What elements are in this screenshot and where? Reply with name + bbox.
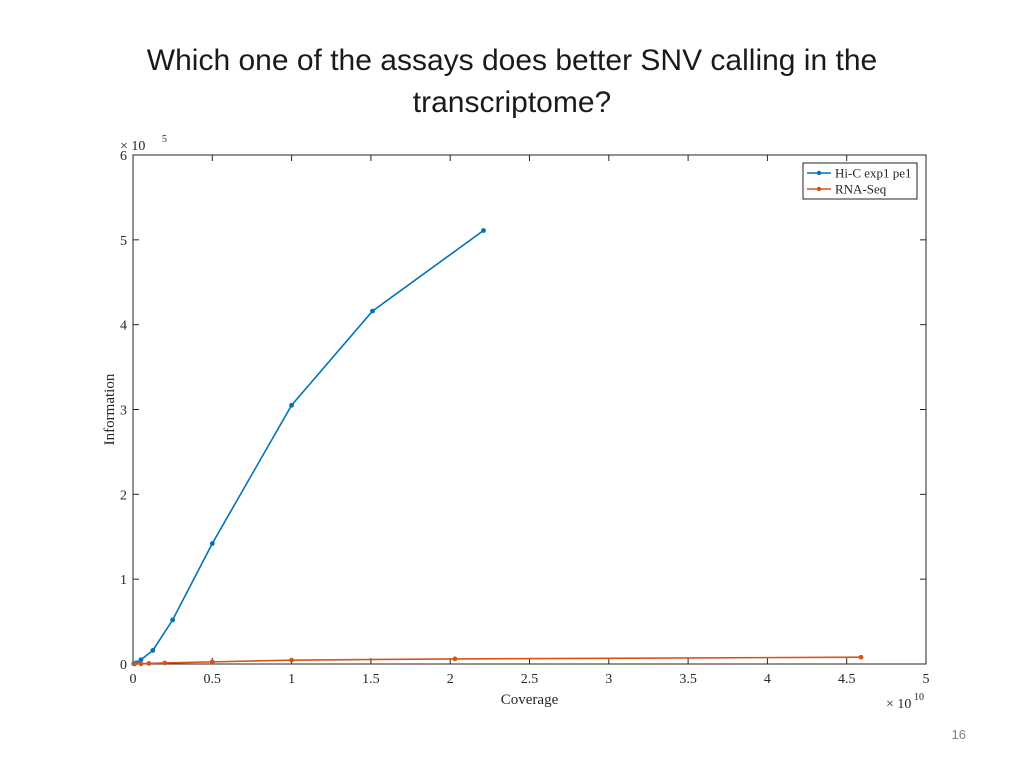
x-tick-label: 3.5: [679, 672, 697, 687]
data-point: [146, 661, 152, 666]
x-tick-label: 0.5: [204, 672, 222, 687]
x-tick-label: 0: [130, 672, 137, 687]
y-tick-label: 3: [120, 404, 127, 419]
x-axis-label: Coverage: [501, 692, 559, 708]
y-tick-label: 0: [120, 658, 127, 673]
slide-title-line-1: Which one of the assays does better SNV …: [146, 44, 878, 77]
slide-title: Which one of the assays does better SNV …: [0, 40, 1024, 124]
legend-entry: RNA-Seq: [835, 182, 887, 197]
data-point: [481, 228, 486, 233]
slide-title-line-2: transcriptome?: [412, 86, 612, 119]
data-point: [289, 402, 294, 408]
data-point: [170, 617, 176, 623]
data-point: [162, 660, 168, 666]
y-tick-label: 4: [120, 319, 127, 334]
data-point: [858, 654, 864, 660]
y-tick-label: 5: [120, 234, 127, 249]
legend-swatch-marker: [816, 186, 822, 192]
plot-area: [132, 154, 927, 665]
x-tick-label: 5: [923, 672, 930, 687]
data-point: [289, 657, 294, 663]
data-point: [209, 659, 215, 665]
legend-box: [802, 162, 918, 200]
x-tick-label: 4.5: [838, 672, 856, 687]
legend-swatch-marker: [816, 170, 822, 176]
page-number: 16: [951, 727, 966, 742]
y-tick-label: 6: [120, 149, 127, 164]
data-point: [209, 541, 215, 546]
x-tick-label: 1.5: [362, 672, 380, 687]
data-point: [452, 656, 458, 662]
y-axis-label: Information: [102, 373, 118, 445]
x-axis-multiplier: × 10: [886, 697, 911, 712]
y-tick-label: 2: [120, 488, 127, 503]
data-point: [132, 661, 137, 667]
x-tick-label: 3: [605, 672, 612, 687]
x-tick-label: 2.5: [521, 672, 539, 687]
data-point: [138, 657, 144, 663]
x-tick-label: 2: [447, 672, 454, 687]
y-tick-label: 1: [120, 573, 127, 588]
y-axis-multiplier-exponent: 5: [162, 134, 167, 145]
data-point: [138, 661, 144, 667]
y-axis-multiplier: × 10: [120, 139, 145, 154]
data-point: [150, 648, 156, 653]
legend-entry: Hi-C exp1 pe1: [835, 166, 912, 181]
data-point: [370, 308, 375, 314]
x-axis-multiplier-exponent: 10: [914, 692, 924, 703]
x-tick-label: 4: [764, 672, 771, 687]
x-tick-label: 1: [288, 672, 295, 687]
